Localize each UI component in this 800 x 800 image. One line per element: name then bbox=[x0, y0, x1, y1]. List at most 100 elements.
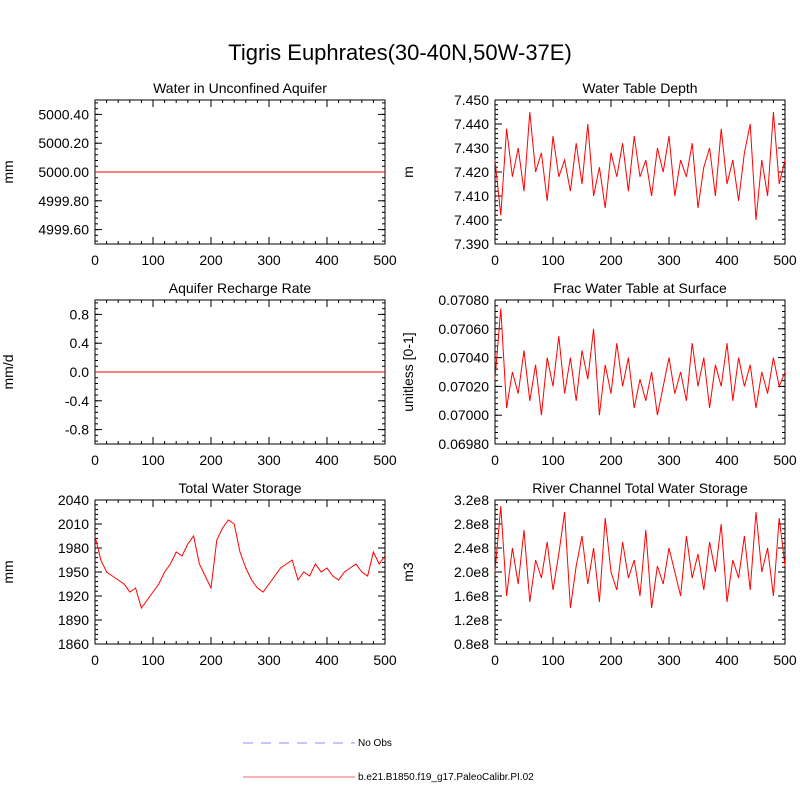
x-tick-label: 100 bbox=[541, 452, 565, 468]
x-tick-label: 200 bbox=[199, 452, 223, 468]
x-tick-label: 400 bbox=[715, 652, 739, 668]
panel-title: Frac Water Table at Surface bbox=[553, 280, 727, 296]
y-tick-label: 0.4 bbox=[70, 335, 90, 351]
x-tick-label: 500 bbox=[373, 452, 397, 468]
x-tick-label: 0 bbox=[91, 652, 99, 668]
panel-title: Total Water Storage bbox=[178, 480, 301, 496]
y-tick-label: 7.410 bbox=[454, 188, 489, 204]
x-tick-label: 0 bbox=[491, 452, 499, 468]
x-tick-label: 400 bbox=[315, 452, 339, 468]
panel-frac-water-table-at-surface: 0 100 200 300 400 500 0.06980 0.07000 0.07020 0.0… bbox=[400, 280, 797, 468]
y-tick-label: 4999.80 bbox=[38, 193, 89, 209]
series-line-frac-water-table-at-surface bbox=[494, 308, 786, 416]
y-tick-label: 0.07020 bbox=[438, 378, 489, 394]
y-axis-label: mm bbox=[0, 560, 16, 583]
y-tick-label: 7.420 bbox=[454, 164, 489, 180]
y-tick-label: 1890 bbox=[58, 612, 89, 628]
legend-label-model: b.e21.B1850.f19_g17.PaleoCalibr.PI.02 bbox=[358, 772, 534, 783]
x-tick-label: 0 bbox=[91, 452, 99, 468]
y-axis-label: mm bbox=[0, 160, 16, 183]
y-tick-label: 5000.20 bbox=[38, 135, 89, 151]
x-tick-label: 500 bbox=[373, 252, 397, 268]
plot-frame bbox=[494, 99, 786, 245]
y-axis-label: unitless [0-1] bbox=[400, 332, 416, 411]
y-axis-label: m bbox=[400, 166, 416, 178]
chart-panels: 0 100 200 300 400 5004999.604999.805000.00500… bbox=[0, 80, 797, 668]
x-tick-label: 0 bbox=[491, 252, 499, 268]
panel-title: Water in Unconfined Aquifer bbox=[153, 80, 327, 96]
y-tick-label: 0.07000 bbox=[438, 407, 489, 423]
y-tick-label: 3.2e8 bbox=[454, 492, 489, 508]
y-tick-label: 7.440 bbox=[454, 116, 489, 132]
x-tick-label: 100 bbox=[141, 252, 165, 268]
y-tick-label: 7.450 bbox=[454, 92, 489, 108]
y-tick-label: 2.8e8 bbox=[454, 516, 489, 532]
x-tick-label: 500 bbox=[373, 652, 397, 668]
plot-frame bbox=[94, 499, 386, 645]
y-tick-label: 0.8e8 bbox=[454, 636, 489, 652]
plot-frame bbox=[494, 499, 786, 645]
panel-river-channel-total-water-storage: 0 100 200 300 400 500 0.8e8 1.2e8 1.6e8 2.0e8 2.4e… bbox=[400, 480, 797, 668]
series-line-river-channel-total-water-storage bbox=[494, 505, 786, 609]
figure-title: Tigris Euphrates(30-40N,50W-37E) bbox=[228, 40, 572, 65]
series-line-total-water-storage bbox=[94, 519, 386, 610]
x-tick-label: 300 bbox=[257, 452, 281, 468]
y-tick-label: 0.07080 bbox=[438, 292, 489, 308]
x-tick-label: 300 bbox=[657, 252, 681, 268]
y-tick-label: 0.06980 bbox=[438, 436, 489, 452]
x-tick-label: 500 bbox=[773, 652, 797, 668]
y-tick-label: 0.8 bbox=[70, 306, 90, 322]
y-axis-label: m3 bbox=[400, 562, 416, 582]
x-tick-label: 100 bbox=[141, 652, 165, 668]
panel-title: Water Table Depth bbox=[582, 80, 697, 96]
y-tick-label: -0.4 bbox=[65, 393, 89, 409]
x-tick-label: 400 bbox=[715, 252, 739, 268]
y-tick-label: 1.6e8 bbox=[454, 588, 489, 604]
x-tick-label: 300 bbox=[257, 652, 281, 668]
y-tick-label: 7.430 bbox=[454, 140, 489, 156]
x-tick-label: 500 bbox=[773, 452, 797, 468]
panel-title: Aquifer Recharge Rate bbox=[169, 280, 312, 296]
x-tick-label: 200 bbox=[599, 452, 623, 468]
legend: No Obs b.e21.B1850.f19_g17.PaleoCalibr.P… bbox=[243, 738, 534, 783]
y-tick-label: 1860 bbox=[58, 636, 89, 652]
y-tick-label: 0.0 bbox=[70, 364, 90, 380]
y-tick-label: 5000.40 bbox=[38, 106, 89, 122]
legend-label-no-obs: No Obs bbox=[358, 738, 392, 749]
x-tick-label: 100 bbox=[541, 252, 565, 268]
y-tick-label: 2.4e8 bbox=[454, 540, 489, 556]
x-tick-label: 100 bbox=[541, 652, 565, 668]
y-tick-label: 5000.00 bbox=[38, 164, 89, 180]
series-line-water-table-depth bbox=[494, 111, 786, 221]
y-tick-label: 2040 bbox=[58, 492, 89, 508]
y-tick-label: 7.390 bbox=[454, 236, 489, 252]
x-tick-label: 300 bbox=[257, 252, 281, 268]
y-tick-label: 1980 bbox=[58, 540, 89, 556]
x-tick-label: 400 bbox=[715, 452, 739, 468]
x-tick-label: 300 bbox=[657, 652, 681, 668]
x-tick-label: 400 bbox=[315, 252, 339, 268]
panel-aquifer-recharge-rate: 0 100 200 300 400 500 -0.8 -0.4 0.0 0.4 0.8 Aquifer… bbox=[0, 280, 397, 468]
x-tick-label: 200 bbox=[199, 652, 223, 668]
y-tick-label: 1950 bbox=[58, 564, 89, 580]
panel-water-in-unconfined-aquifer: 0 100 200 300 400 500 4999.60 4999.80 5000.00 500… bbox=[0, 80, 397, 268]
y-tick-label: 2010 bbox=[58, 516, 89, 532]
y-tick-label: 1920 bbox=[58, 588, 89, 604]
x-tick-label: 500 bbox=[773, 252, 797, 268]
panel-total-water-storage: 0 100 200 300 400 500 1860 1890 1920 1950 1980 2010… bbox=[0, 480, 397, 668]
x-tick-label: 300 bbox=[657, 452, 681, 468]
y-tick-label: 0.07040 bbox=[438, 350, 489, 366]
x-tick-label: 100 bbox=[141, 452, 165, 468]
x-tick-label: 400 bbox=[315, 652, 339, 668]
panel-water-table-depth: 0 100 200 300 400 500 7.390 7.400 7.410 7.420 7.43… bbox=[400, 80, 797, 268]
y-tick-label: 7.400 bbox=[454, 212, 489, 228]
y-tick-label: 4999.60 bbox=[38, 222, 89, 238]
x-tick-label: 0 bbox=[91, 252, 99, 268]
x-tick-label: 200 bbox=[599, 652, 623, 668]
y-tick-label: -0.8 bbox=[65, 422, 89, 438]
panel-title: River Channel Total Water Storage bbox=[532, 480, 748, 496]
y-axis-label: mm/d bbox=[0, 355, 16, 390]
y-tick-label: 0.07060 bbox=[438, 321, 489, 337]
x-tick-label: 0 bbox=[491, 652, 499, 668]
